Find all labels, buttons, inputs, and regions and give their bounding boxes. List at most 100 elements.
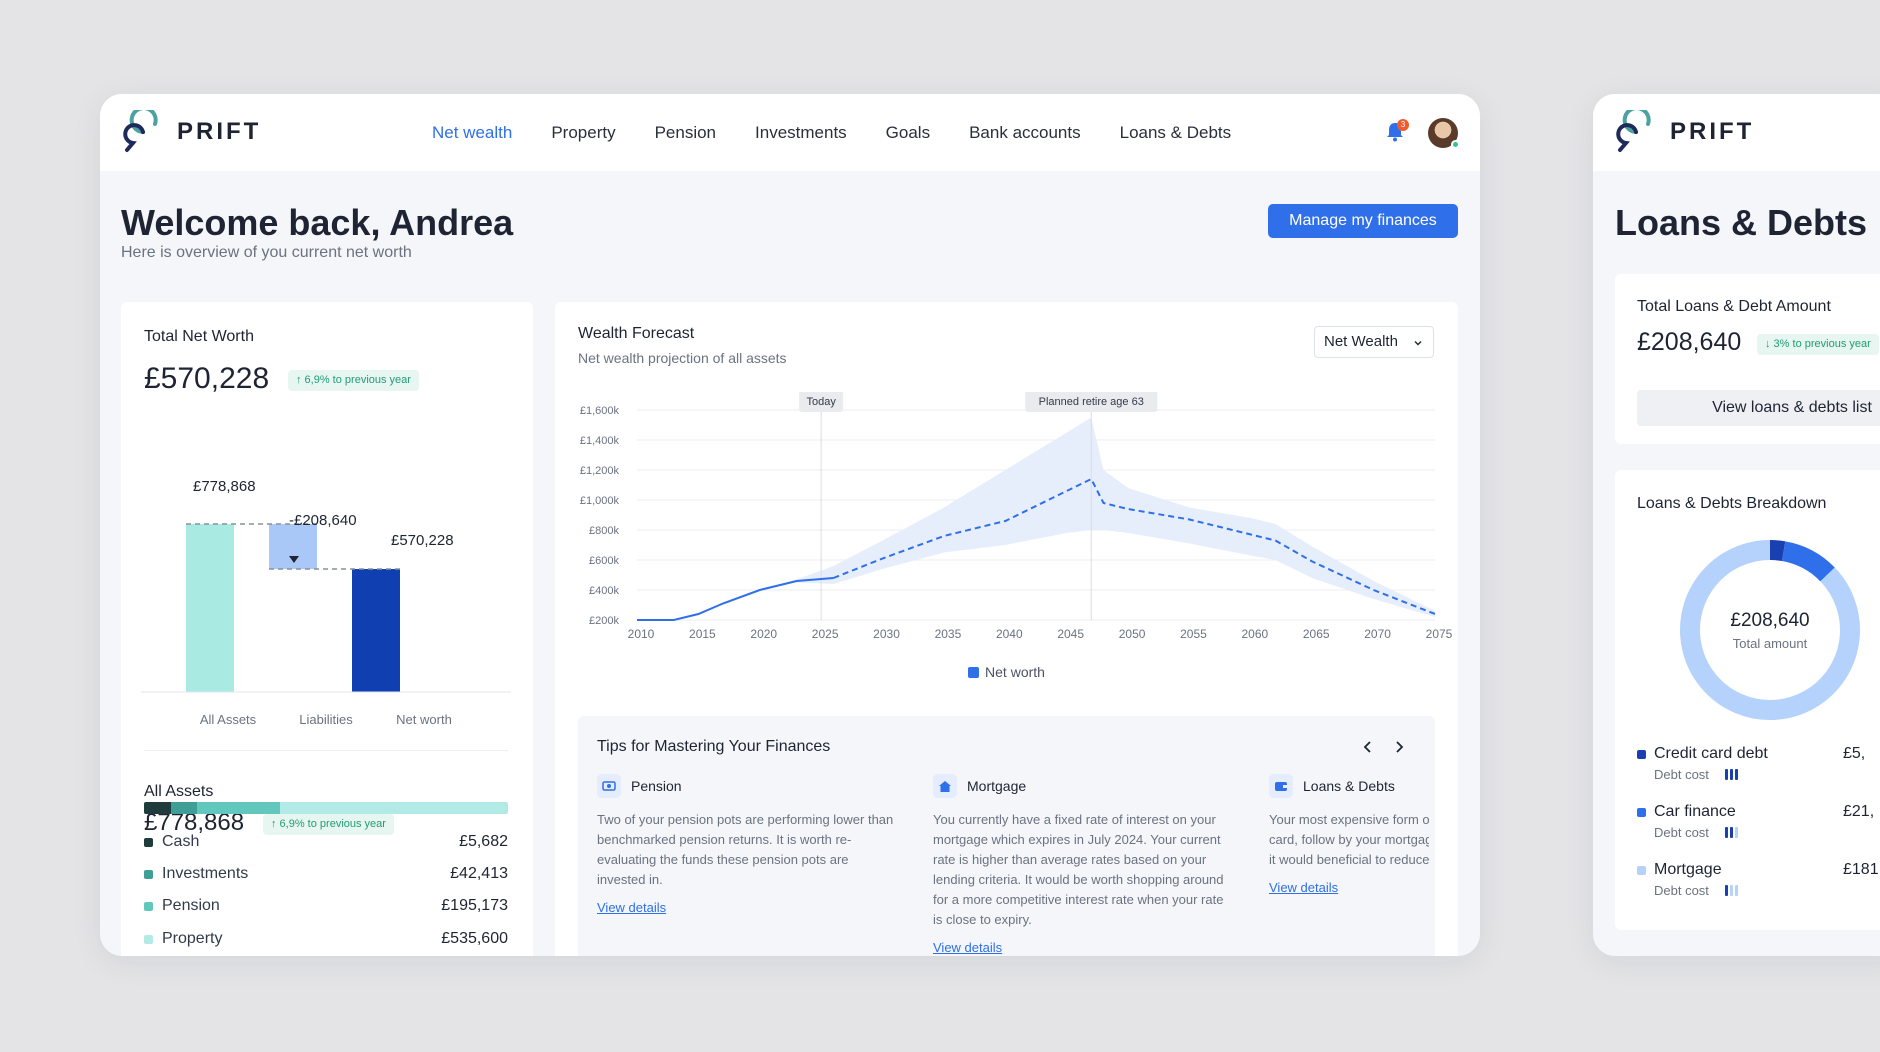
nav-net-wealth[interactable]: Net wealth	[432, 122, 513, 142]
car-finance-swatch	[1637, 808, 1646, 817]
chevron-right-icon[interactable]	[1392, 740, 1406, 754]
retire-marker-badge	[1025, 392, 1158, 412]
x-label-liabilities: Liabilities	[299, 712, 353, 727]
asset-row-pension: Pension £195,173	[144, 897, 508, 917]
nav-investments[interactable]: Investments	[755, 122, 847, 142]
divider	[144, 750, 508, 751]
page-subtitle: Here is overview of you current net wort…	[121, 244, 412, 261]
pension-swatch	[144, 902, 153, 911]
y-tick-label: £400k	[589, 585, 619, 597]
y-tick-label: £1,400k	[580, 435, 620, 447]
asset-name: Pension	[162, 897, 220, 914]
top-navigation-bar: PRIFT	[1593, 94, 1880, 171]
nav-loans-debts[interactable]: Loans & Debts	[1119, 122, 1232, 142]
y-tick-label: £600k	[589, 555, 619, 567]
total-loans-card: Total Loans & Debt Amount £208,640 ↓ 3% …	[1615, 274, 1880, 444]
cost-level-bar	[1735, 769, 1738, 780]
chevron-down-icon	[1414, 341, 1422, 346]
tip-view-details-link[interactable]: View details	[933, 940, 1003, 955]
assets-bar-label: £778,868	[193, 478, 256, 495]
tip-card-pension: Pension Two of your pension pots are per…	[597, 774, 897, 917]
debt-cost-icon	[1725, 885, 1738, 896]
forecast-title: Wealth Forecast	[578, 325, 695, 342]
x-tick-label: 2040	[996, 627, 1023, 641]
credit-card-swatch	[1637, 750, 1646, 759]
chevron-left-icon[interactable]	[1361, 740, 1375, 754]
x-tick-label: 2045	[1057, 627, 1084, 641]
view-loans-list-button[interactable]: View loans & debts list	[1637, 390, 1880, 426]
nav-property[interactable]: Property	[551, 122, 616, 142]
cost-level-bar	[1725, 769, 1728, 780]
loans-debts-window: PRIFT Loans & Debts Total Loans & Debt A…	[1593, 94, 1880, 956]
tips-title: Tips for Mastering Your Finances	[597, 738, 831, 755]
cash-swatch	[144, 838, 153, 847]
tip-view-details-link[interactable]: View details	[597, 900, 667, 915]
asset-allocation-bar	[144, 802, 508, 814]
pension-icon	[597, 774, 621, 798]
asset-name: Investments	[162, 865, 249, 882]
x-tick-label: 2025	[812, 627, 839, 641]
asset-bar-segment	[170, 802, 198, 814]
cost-level-bar	[1735, 885, 1738, 896]
tip-body: Your most expensive form of debt is your…	[1269, 812, 1429, 867]
tips-panel: Tips for Mastering Your Finances Pension…	[578, 716, 1435, 956]
manage-finances-button[interactable]: Manage my finances	[1268, 204, 1458, 238]
assets-bar	[186, 524, 234, 692]
top-navigation-bar: PRIFT Net wealth Property Pension Invest…	[100, 94, 1480, 171]
x-tick-label: 2030	[873, 627, 900, 641]
debt-name: Mortgage	[1654, 861, 1722, 878]
debt-name: Car finance	[1654, 803, 1736, 820]
total-loans-change-badge: ↓ 3% to previous year	[1757, 334, 1879, 355]
logo[interactable]: PRIFT	[121, 110, 261, 154]
logo[interactable]: PRIFT	[1614, 110, 1754, 154]
legend-label: Net worth	[985, 664, 1045, 680]
forecast-metric-select[interactable]: Net Wealth	[1314, 326, 1434, 358]
nav-bank-accounts[interactable]: Bank accounts	[969, 122, 1081, 142]
asset-bar-segment	[280, 802, 508, 814]
notification-badge: 3	[1397, 119, 1409, 131]
total-loans-value: £208,640	[1637, 328, 1742, 356]
x-label-net-worth: Net worth	[396, 712, 452, 727]
x-tick-label: 2020	[750, 627, 777, 641]
property-swatch	[144, 935, 153, 944]
debt-cost-label: Debt cost	[1654, 767, 1709, 782]
donut-total-label: Total amount	[1732, 636, 1808, 651]
x-tick-label: 2010	[628, 627, 655, 641]
dashboard-window: PRIFT Net wealth Property Pension Invest…	[100, 94, 1480, 956]
x-tick-label: 2050	[1119, 627, 1146, 641]
cost-level-bar	[1735, 827, 1738, 838]
brand-name: PRIFT	[177, 118, 262, 145]
asset-row-property: Property £535,600	[144, 930, 508, 950]
liabilities-bar	[269, 524, 317, 570]
cost-level-bar	[1730, 827, 1733, 838]
tip-card-loans-debts: Loans & Debts Your most expensive form o…	[1269, 774, 1429, 897]
net-worth-line-actual	[637, 577, 834, 621]
x-tick-label: 2035	[935, 627, 962, 641]
nav-pension[interactable]: Pension	[654, 122, 717, 142]
y-tick-label: £800k	[589, 525, 619, 537]
debt-value: £21,	[1843, 803, 1875, 820]
x-tick-label: 2015	[689, 627, 716, 641]
tip-view-details-link[interactable]: View details	[1269, 880, 1339, 895]
tip-card-mortgage: Mortgage You currently have a fixed rate…	[933, 774, 1233, 956]
asset-bar-segment	[144, 802, 171, 814]
tip-body: You currently have a fixed rate of inter…	[933, 812, 1224, 927]
nav-goals[interactable]: Goals	[885, 122, 931, 142]
x-tick-label: 2075	[1426, 627, 1453, 641]
x-label-all-assets: All Assets	[199, 712, 257, 727]
brand-name: PRIFT	[1670, 118, 1755, 145]
tip-name: Mortgage	[967, 778, 1027, 794]
asset-value: £195,173	[441, 897, 508, 914]
today-label: Today	[806, 396, 836, 408]
debts-breakdown-card: Loans & Debts Breakdown £208,640 Total a…	[1615, 470, 1880, 930]
page-title: Welcome back, Andrea	[121, 202, 514, 243]
forecast-subtitle: Net wealth projection of all assets	[578, 350, 787, 366]
online-status-dot	[1451, 140, 1460, 149]
donut-total-value: £208,640	[1730, 610, 1810, 631]
forecast-band	[637, 417, 1435, 620]
asset-name: Cash	[162, 833, 200, 850]
asset-value: £535,600	[441, 930, 508, 947]
debt-cost-icon	[1725, 769, 1738, 780]
cost-level-bar	[1725, 827, 1728, 838]
cost-level-bar	[1730, 885, 1733, 896]
